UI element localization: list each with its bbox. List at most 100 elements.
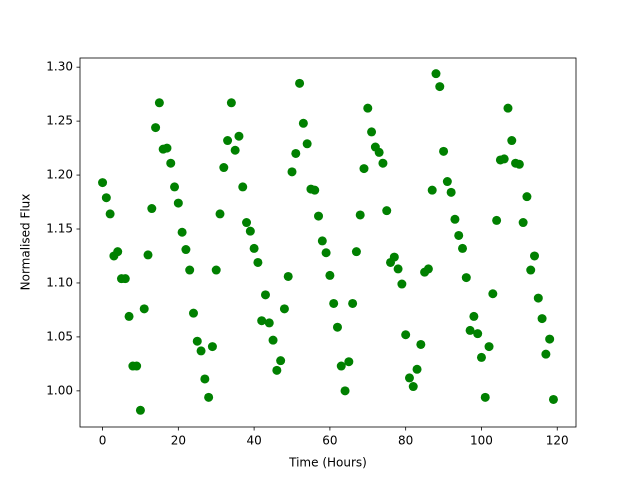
y-axis-label: Normalised Flux [19, 194, 33, 291]
point [124, 311, 134, 321]
point [215, 209, 225, 219]
point [98, 178, 108, 188]
point [465, 325, 475, 335]
point [211, 265, 221, 275]
point [230, 145, 240, 155]
point [446, 187, 456, 197]
point [147, 204, 157, 214]
point [302, 139, 312, 149]
point [260, 290, 270, 300]
point [363, 103, 373, 113]
point [135, 405, 145, 415]
point [332, 322, 342, 332]
point [279, 304, 289, 314]
point [325, 270, 335, 280]
point [389, 252, 399, 262]
point [473, 329, 483, 339]
point [310, 185, 320, 195]
point [431, 69, 441, 79]
point [526, 265, 536, 275]
point [408, 382, 418, 392]
x-tick-label: 100 [470, 434, 493, 448]
y-tick-label: 1.10 [46, 275, 73, 289]
y-tick-label: 1.15 [46, 222, 73, 236]
point [367, 127, 377, 137]
point [264, 318, 274, 328]
point [492, 215, 502, 225]
point [340, 386, 350, 396]
point [530, 251, 540, 261]
point [151, 123, 161, 133]
point [514, 159, 524, 169]
point [321, 248, 331, 258]
point [480, 392, 490, 402]
point [484, 342, 494, 352]
point [219, 163, 229, 173]
point [336, 361, 346, 371]
point [537, 314, 547, 324]
point [204, 392, 214, 402]
point [162, 143, 172, 153]
point [317, 236, 327, 246]
point [177, 227, 187, 237]
point [382, 206, 392, 216]
point [105, 209, 115, 219]
point [469, 311, 479, 321]
point [170, 182, 180, 192]
y-tick-label: 1.25 [46, 114, 73, 128]
y-tick-label: 1.05 [46, 329, 73, 343]
point [223, 136, 233, 146]
point [245, 226, 255, 236]
y-tick-label: 1.30 [46, 60, 73, 74]
x-tick-label: 40 [246, 434, 261, 448]
point [268, 335, 278, 345]
point [522, 192, 532, 202]
y-tick-label: 1.20 [46, 168, 73, 182]
point [143, 250, 153, 260]
point [132, 361, 142, 371]
point [503, 103, 513, 113]
point [397, 279, 407, 289]
point [439, 146, 449, 156]
point [272, 365, 282, 375]
point [344, 357, 354, 367]
point [226, 98, 236, 108]
point [257, 316, 267, 326]
point [359, 164, 369, 174]
point [173, 198, 183, 208]
point [401, 330, 411, 340]
point [416, 339, 426, 349]
point [541, 349, 551, 359]
point [393, 264, 403, 274]
x-tick-label: 20 [171, 434, 186, 448]
point [442, 177, 452, 187]
point [488, 289, 498, 299]
point [378, 158, 388, 168]
point [181, 245, 191, 255]
axes-frame [79, 57, 577, 428]
point [207, 342, 217, 352]
point [476, 352, 486, 362]
point [454, 230, 464, 240]
point [295, 78, 305, 88]
point [196, 346, 206, 356]
point [507, 136, 517, 146]
point [249, 243, 259, 253]
point [458, 243, 468, 253]
point [242, 218, 252, 228]
point [185, 265, 195, 275]
point [435, 82, 445, 92]
y-tick-label: 1.00 [46, 383, 73, 397]
point [404, 373, 414, 383]
point [518, 218, 528, 228]
point [412, 364, 422, 374]
point [348, 298, 358, 308]
point [188, 308, 198, 318]
point [374, 147, 384, 157]
x-axis-label: Time (Hours) [288, 456, 367, 470]
point [283, 271, 293, 281]
point [355, 210, 365, 220]
point [548, 394, 558, 404]
point [166, 158, 176, 168]
